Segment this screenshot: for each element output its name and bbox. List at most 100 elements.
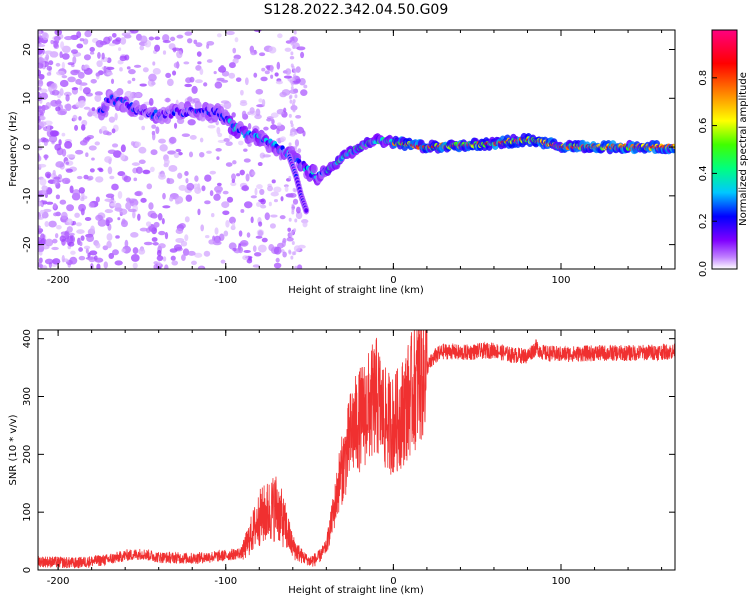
spectrogram-noise-blob <box>268 201 272 207</box>
spectrogram-noise-blob <box>184 234 189 242</box>
spectrogram-noise-blob <box>78 203 87 212</box>
spectrogram-noise-blob <box>148 36 155 41</box>
spectrogram-noise-blob <box>89 46 95 52</box>
spectrogram-noise-blob <box>126 66 131 70</box>
spectrogram-noise-blob <box>185 177 189 184</box>
spectrogram-noise-blob <box>84 216 92 221</box>
spectrogram-noise-blob <box>77 71 85 79</box>
colorbar-tick-label: 0.6 <box>698 118 709 134</box>
spectrogram-noise-blob <box>289 120 293 125</box>
spectrogram-noise-blob <box>173 62 180 69</box>
spectrogram-noise-blob <box>42 265 48 269</box>
spectrogram-noise-blob <box>203 250 211 257</box>
spectrogram-marks <box>38 30 675 269</box>
spectrogram-noise-blob <box>269 64 274 73</box>
spectrogram-noise-blob <box>142 169 151 174</box>
figure-title: S128.2022.342.04.50.G09 <box>264 2 449 18</box>
spectrogram-noise-blob <box>257 230 264 237</box>
colorbar: 0.0 0.2 0.4 0.6 0.8 Normalized spectral ampl… <box>698 29 749 277</box>
spectrogram-noise-blob <box>79 38 85 42</box>
spectrogram-noise-blob <box>79 100 86 107</box>
spectrogram-noise-blob <box>286 237 294 242</box>
spectrogram-noise-blob <box>44 139 50 143</box>
spectrogram-noise-blob <box>80 235 85 241</box>
spectrogram-noise-blob <box>293 251 297 256</box>
spectrogram-noise-blob <box>148 98 154 106</box>
spectrogram-noise-blob <box>296 46 306 51</box>
spectrogram-noise-blob <box>91 107 96 112</box>
spectrogram-noise-blob <box>170 36 176 42</box>
spectrogram-noise-blob <box>53 202 57 210</box>
spectrogram-noise-blob <box>63 91 72 97</box>
spectrogram-noise-blob <box>197 61 202 65</box>
spectrogram-noise-blob <box>139 45 145 51</box>
spectrogram-noise-blob <box>187 119 196 126</box>
spectrogram-noise-blob <box>223 138 230 142</box>
spectrogram-noise-blob <box>213 71 217 75</box>
spectrogram-noise-blob <box>149 166 155 172</box>
spectrogram-noise-blob <box>261 67 266 72</box>
spectrogram-noise-blob <box>173 244 183 251</box>
spectrogram-noise-blob <box>162 50 167 55</box>
spectrogram-noise-blob <box>185 77 192 84</box>
spectrogram-noise-blob <box>151 237 158 242</box>
spectrogram-noise-blob <box>151 124 157 129</box>
spectrogram-noise-blob <box>294 94 298 99</box>
spectrogram-noise-blob <box>51 89 60 96</box>
colorbar-tick-label: 0.8 <box>698 70 709 86</box>
0-y-tick-label: 20 <box>22 43 33 56</box>
spectrogram-noise-blob <box>104 156 113 163</box>
spectrogram-noise-blob <box>110 78 115 85</box>
spectrogram-noise-blob <box>131 77 136 82</box>
spectrogram-noise-blob <box>151 81 156 86</box>
spectrogram-noise-blob <box>38 244 44 248</box>
spectrogram-noise-blob <box>152 242 159 246</box>
1-y-tick-label: 300 <box>22 387 33 406</box>
spectrogram-noise-blob <box>186 38 193 44</box>
spectrogram-noise-blob <box>284 185 289 192</box>
spectrogram-noise-blob <box>127 80 132 84</box>
spectrogram-noise-blob <box>169 196 174 202</box>
spectrogram-noise-blob <box>303 84 308 89</box>
spectrogram-noise-blob <box>50 39 55 45</box>
spectrogram-noise-blob <box>181 133 191 138</box>
spectrogram-noise-blob <box>156 249 162 257</box>
spectrogram-noise-blob <box>40 238 47 246</box>
spectrogram-noise-blob <box>97 218 107 227</box>
spectrogram-noise-blob <box>50 83 56 89</box>
spectrogram-noise-blob <box>275 80 283 85</box>
spectrogram-noise-blob <box>243 201 253 209</box>
spectrogram-noise-blob <box>79 241 83 247</box>
spectrogram-noise-blob <box>215 148 222 152</box>
spectrogram-noise-blob <box>232 57 239 64</box>
spectrogram-noise-blob <box>257 244 267 253</box>
spectrogram-noise-blob <box>262 154 271 158</box>
spectrogram-noise-blob <box>204 200 211 205</box>
spectrogram-noise-blob <box>156 255 164 262</box>
1-x-tick-label: 0 <box>390 576 396 587</box>
spectrogram-noise-blob <box>79 140 88 146</box>
1-x-tick-label: -200 <box>47 576 70 587</box>
spectrogram-noise-blob <box>154 44 161 52</box>
spectrogram-noise-blob <box>255 88 264 95</box>
spectrogram-noise-blob <box>50 99 59 107</box>
spectrogram-noise-blob <box>248 257 252 261</box>
spectrogram-noise-blob <box>78 187 86 194</box>
spectrogram-noise-blob <box>103 261 109 269</box>
spectrogram-noise-blob <box>285 40 292 44</box>
spectrogram-noise-blob <box>111 183 119 191</box>
spectrogram-noise-blob <box>204 174 212 182</box>
spectrogram-noise-blob <box>276 108 285 115</box>
spectrogram-noise-blob <box>108 116 116 123</box>
spectrogram-noise-blob <box>88 256 96 263</box>
spectrogram-noise-blob <box>146 183 153 190</box>
spectrogram-noise-blob <box>71 87 79 91</box>
spectrogram-noise-blob <box>46 201 54 205</box>
spectrogram-noise-blob <box>39 178 47 186</box>
spectrogram-noise-blob <box>194 79 203 84</box>
spectrogram-noise-blob <box>52 258 61 265</box>
spectrogram-noise-blob <box>195 65 202 71</box>
spectrogram-noise-blob <box>137 213 141 221</box>
spectrogram-noise-blob <box>294 139 300 147</box>
spectrogram-noise-blob <box>134 141 142 147</box>
